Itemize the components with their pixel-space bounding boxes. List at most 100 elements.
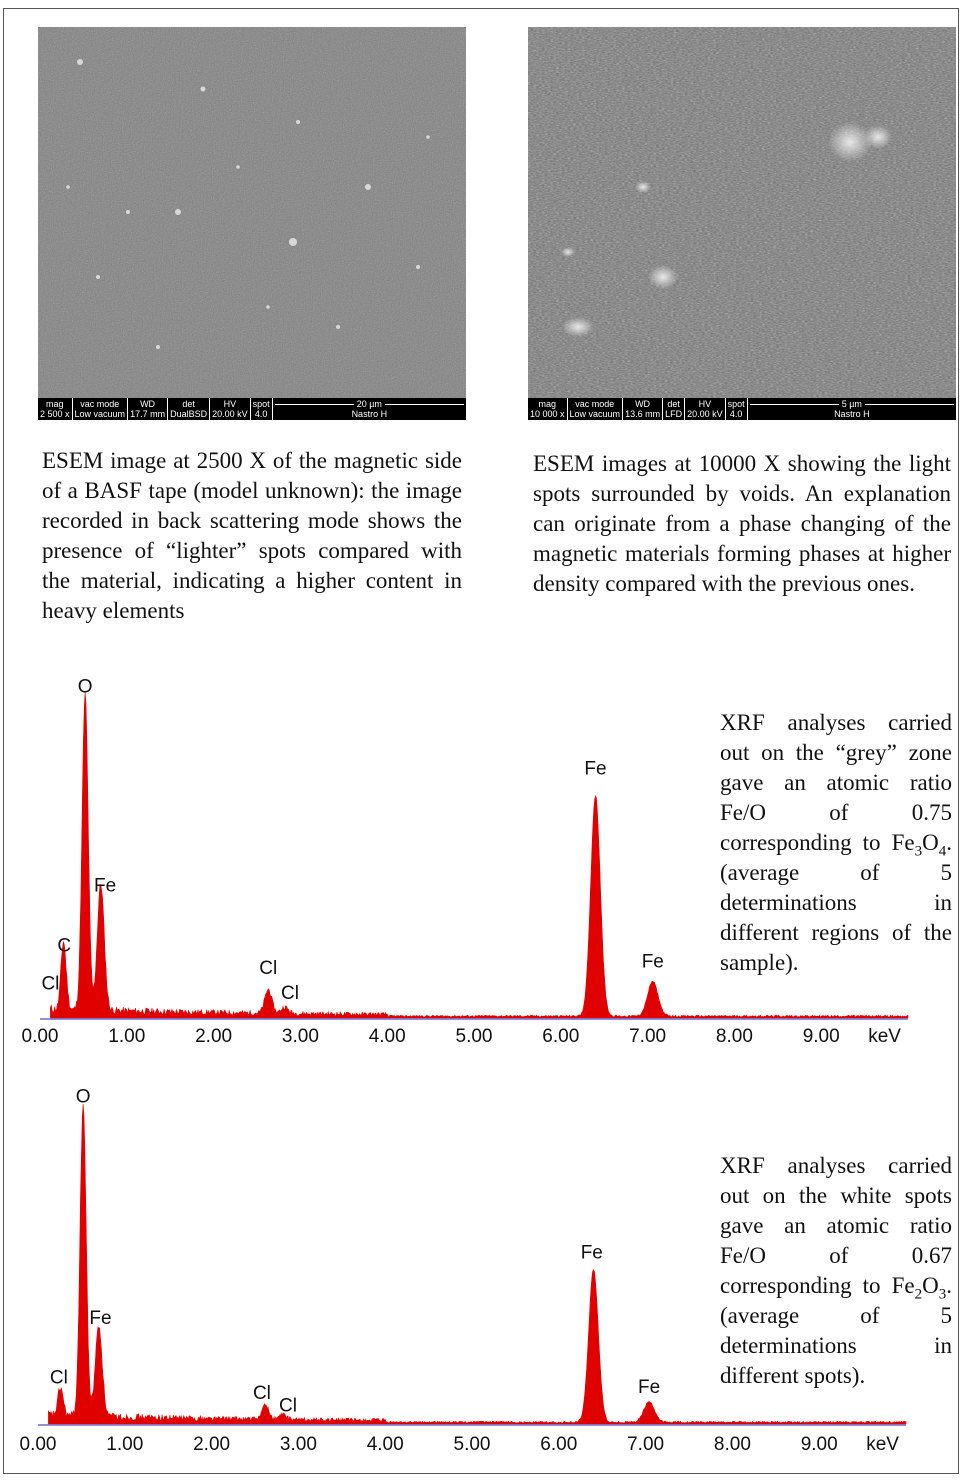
wd-value: 17.7 mm (130, 409, 166, 419)
caption-left: ESEM image at 2500 X of the magnetic sid… (42, 448, 462, 623)
esem-texture-right (528, 27, 956, 398)
x-tick-label: 3.00 (282, 1026, 319, 1047)
xrf-grey-text-a: XRF analyses carried out on the “grey” z… (720, 710, 952, 855)
spectrum-curve (50, 691, 909, 1019)
esem-databar-left: mag 2 500 x vac mode Low vacuum WD 17.7 mm … (38, 398, 466, 420)
operator-label: Nastro H (351, 409, 388, 419)
xrf-spectrum-grey: 0.00 1.00 2.00 3.00 4.00 5.00 6.00 7.00 8.00 9.00… (22, 677, 909, 1047)
x-tick-label: 5.00 (454, 1434, 491, 1455)
spectrum-curve (48, 1103, 907, 1425)
det-cell: det LFD (663, 398, 686, 420)
esem-databar-right: mag 10 000 x vac mode Low vacuum WD 13.6 mm… (528, 398, 956, 420)
spot-value: 4.0 (729, 409, 743, 419)
x-tick-label: 3.00 (280, 1434, 317, 1455)
mag-cell: mag 10 000 x (528, 398, 568, 420)
peak-label: Fe (89, 1308, 111, 1329)
mag-label: mag (46, 399, 64, 409)
esem-texture-left (38, 27, 466, 398)
xrf-text-white: XRF analyses carried out on the white sp… (720, 1151, 952, 1391)
xrf-grey-text-b: . (average of 5 determinations in differ… (720, 830, 952, 975)
formula-sub-1: 3 (914, 843, 923, 860)
formula-sub-1: 2 (914, 1286, 923, 1303)
peak-label: O (76, 1087, 91, 1108)
hv-value: 20.00 kV (212, 409, 248, 419)
x-tick-label: 6.00 (542, 1026, 579, 1047)
x-tick-label: 8.00 (716, 1026, 753, 1047)
operator-label: Nastro H (834, 409, 870, 419)
x-tick-label: 7.00 (629, 1026, 666, 1047)
wd-cell: WD 17.7 mm (128, 398, 169, 420)
mag-value: 10 000 x (530, 409, 565, 419)
x-tick-label: 9.00 (801, 1434, 838, 1455)
det-value: LFD (665, 409, 683, 419)
spot-value: 4.0 (254, 409, 268, 419)
formula-mid: O (922, 1273, 939, 1298)
xrf-text-grey: XRF analyses carried out on the “grey” z… (720, 708, 952, 978)
x-tick-label: 5.00 (456, 1026, 493, 1047)
scale-bar-label: 5 µm (841, 399, 862, 409)
peak-label: Cl (281, 983, 299, 1004)
caption-right: ESEM images at 10000 X showing the light… (533, 451, 951, 596)
x-tick-label: 8.00 (714, 1434, 751, 1455)
peak-label: Cl (50, 1367, 68, 1388)
spot-label: spot (727, 399, 745, 409)
hv-value: 20.00 kV (687, 409, 723, 419)
peak-label: Fe (638, 1377, 660, 1398)
x-tick-label: 7.00 (627, 1434, 664, 1455)
spot-cell: spot 4.0 (251, 398, 273, 420)
vac-value: Low vacuum (569, 409, 621, 419)
formula-mid: O (922, 830, 939, 855)
xrf-white-text-b: . (average of 5 determinations in differ… (720, 1273, 952, 1388)
mag-cell: mag 2 500 x (38, 398, 73, 420)
x-tick-label: 2.00 (195, 1026, 232, 1047)
scale-cell: 5 µm Nastro H (748, 398, 956, 420)
peak-label: Fe (584, 759, 606, 780)
wd-value: 13.6 mm (625, 409, 661, 419)
det-label: det (667, 399, 680, 409)
vac-cell: vac mode Low vacuum (568, 398, 624, 420)
peak-label: Cl (279, 1396, 297, 1417)
vac-label: vac mode (80, 399, 120, 409)
x-tick-label: 9.00 (803, 1026, 840, 1047)
peak-label: O (78, 677, 93, 698)
xrf-white-text-a: XRF analyses carried out on the white sp… (720, 1153, 952, 1298)
x-axis-label: keV (868, 1026, 901, 1047)
figure-frame (3, 8, 959, 1474)
esem-image-left: mag 2 500 x vac mode Low vacuum WD 17.7 mm … (38, 27, 466, 420)
wd-label: WD (140, 399, 156, 409)
peak-label: Cl (259, 958, 277, 979)
scale-bar-label: 20 µm (356, 399, 382, 409)
x-tick-label: 0.00 (22, 1026, 59, 1047)
hv-cell: HV 20.00 kV (210, 398, 251, 420)
x-tick-label: 2.00 (193, 1434, 230, 1455)
vac-value: Low vacuum (74, 409, 126, 419)
x-tick-label: 6.00 (540, 1434, 577, 1455)
x-tick-label: 1.00 (108, 1026, 145, 1047)
hv-label: HV (698, 399, 712, 409)
peak-label: C (57, 936, 71, 957)
esem-image-right: mag 10 000 x vac mode Low vacuum WD 13.6 mm… (528, 27, 956, 420)
det-label: det (182, 399, 195, 409)
wd-label: WD (635, 399, 651, 409)
xrf-spectrum-white: 0.00 1.00 2.00 3.00 4.00 5.00 6.00 7.00 8.00 9.00… (20, 1087, 907, 1455)
det-cell: det DualBSD (168, 398, 211, 420)
mag-label: mag (538, 399, 557, 409)
peak-label: Cl (253, 1383, 271, 1404)
peak-label: Cl (41, 974, 59, 995)
x-tick-label: 1.00 (106, 1434, 143, 1455)
spot-cell: spot 4.0 (726, 398, 748, 420)
mag-value: 2 500 x (40, 409, 70, 419)
spot-label: spot (252, 399, 270, 409)
formula-sub-2: 3 (938, 1286, 947, 1303)
vac-label: vac mode (575, 399, 615, 409)
x-axis-label: keV (866, 1434, 899, 1455)
peak-label: Fe (642, 951, 664, 972)
hv-label: HV (223, 399, 237, 409)
x-tick-label: 0.00 (20, 1434, 57, 1455)
wd-cell: WD 13.6 mm (623, 398, 664, 420)
peak-label: Fe (581, 1243, 603, 1264)
vac-cell: vac mode Low vacuum (73, 398, 129, 420)
peak-label: Fe (94, 876, 116, 897)
hv-cell: HV 20.00 kV (685, 398, 726, 420)
scale-cell: 20 µm Nastro H (273, 398, 466, 420)
